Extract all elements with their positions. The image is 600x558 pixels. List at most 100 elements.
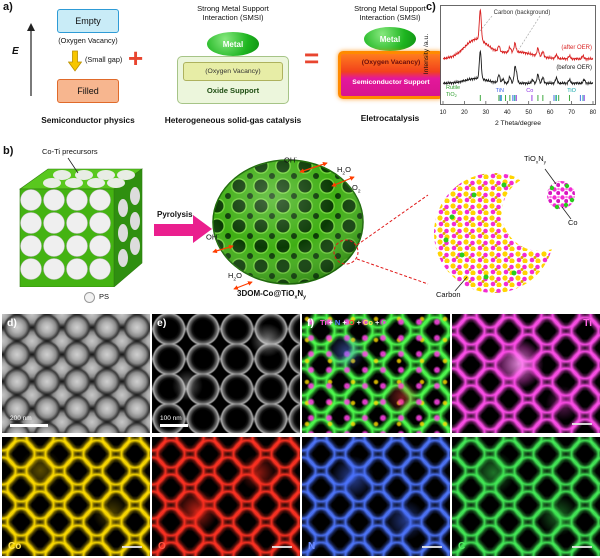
ps-legend-sphere-icon xyxy=(84,292,95,303)
pyrolysis-label: Pyrolysis xyxy=(157,210,193,219)
svg-text:80: 80 xyxy=(590,110,596,116)
ti-map-scalebar xyxy=(572,423,592,425)
svg-text:20: 20 xyxy=(461,110,468,116)
panel-label-a: a) xyxy=(3,1,13,13)
empty-band-box: Empty xyxy=(57,9,119,33)
n-map-scalebar xyxy=(422,546,442,548)
filled-band-label: Filled xyxy=(77,86,99,96)
panel-label-f: f) xyxy=(307,317,314,329)
svg-text:(after OER): (after OER) xyxy=(561,45,592,51)
oxide-support-label: Oxide Support xyxy=(206,86,260,95)
legend-token-o: O xyxy=(348,318,355,327)
ps-spheres-side xyxy=(118,187,140,267)
smsi-title-line2: Interaction (SMSI) xyxy=(202,13,264,23)
o-map-scalebar xyxy=(272,546,292,548)
svg-text:50: 50 xyxy=(525,110,532,116)
svg-text:10: 10 xyxy=(440,110,447,116)
small-gap-arrow-icon xyxy=(68,50,82,72)
smsi-title-line1: Strong Metal Support xyxy=(197,4,269,13)
semiconductor-support-label: Semiconductor Support xyxy=(352,79,430,86)
ps-spheres-top xyxy=(43,170,135,188)
oh-label-left: OH- xyxy=(206,232,219,242)
ps-legend-label: PS xyxy=(99,292,110,301)
empty-band-label: Empty xyxy=(75,16,101,26)
legend-token-plus: + xyxy=(342,318,347,327)
svg-text:Rutile: Rutile xyxy=(446,85,460,91)
scalebar-200nm: 200 nm xyxy=(10,415,48,427)
scalebar-100nm-text: 100 nm xyxy=(160,415,182,422)
svg-text:(before OER): (before OER) xyxy=(556,65,592,71)
co-map-scalebar xyxy=(122,546,142,548)
svg-text:TiN: TiN xyxy=(496,88,504,94)
co-map: Co xyxy=(2,437,150,556)
panel-label-e: e) xyxy=(157,317,167,329)
oxide-support-box: (Oxygen Vacancy) Oxide Support xyxy=(177,56,289,104)
svg-text:TiO2: TiO2 xyxy=(446,92,458,98)
co-dots-on-particle xyxy=(549,183,575,210)
n-map: N xyxy=(302,437,450,556)
oxygen-vacancy-box-mid: (Oxygen Vacancy) xyxy=(183,62,283,81)
panel-label-d: d) xyxy=(7,317,17,329)
svg-text:70: 70 xyxy=(568,110,575,116)
c-map-label: C xyxy=(458,541,466,552)
smsi-title-mid: Strong Metal Support Interaction (SMSI) xyxy=(166,4,300,23)
energy-axis-label: E xyxy=(12,46,19,57)
smsi-title-right: Strong Metal Support Interaction (SMSI) xyxy=(330,4,450,23)
h2o-label-top: H2O xyxy=(337,165,351,177)
metal-label: Metal xyxy=(379,34,401,44)
tioxny-nanoparticle xyxy=(547,181,575,209)
pyrolysis-arrow-icon xyxy=(154,215,212,243)
caption-heterogeneous-catalysis: Heterogeneous solid-gas catalysis xyxy=(164,115,302,125)
scalebar-200nm-text: 200 nm xyxy=(10,415,32,422)
co-dots xyxy=(443,182,517,280)
energy-axis-arrow-icon xyxy=(27,23,35,96)
tem-image-e: e) 100 nm xyxy=(152,314,300,433)
svg-text:TiO: TiO xyxy=(567,88,576,94)
composite-map-legend: Ti + N + O + Co + C xyxy=(320,318,389,327)
caption-semiconductor-physics: Semiconductor physics xyxy=(41,115,135,125)
precursor-cube-illustration xyxy=(19,168,143,287)
svg-text:Co: Co xyxy=(526,88,533,94)
svg-text:40: 40 xyxy=(504,110,511,116)
scalebar-100nm: 100 nm xyxy=(160,415,188,427)
scalebar-200nm-bar xyxy=(10,424,48,427)
n-map-label: N xyxy=(308,541,316,552)
oh-label-top: OH- xyxy=(284,155,297,165)
sem-image-d: d) 200 nm xyxy=(2,314,150,433)
c-map: C xyxy=(452,437,600,556)
oxygen-vacancy-label: (Oxygen Vacancy) xyxy=(58,36,118,45)
o-map: O xyxy=(152,437,300,556)
ps-spheres-front xyxy=(20,189,111,280)
legend-token-plus: + xyxy=(374,318,380,327)
caption-electrocatalysis: Eletrocatalysis xyxy=(360,113,420,123)
oxygen-vacancy-label-mid: (Oxygen Vacancy) xyxy=(205,68,261,75)
panel-label-b: b) xyxy=(3,145,14,157)
panel-label-c: c) xyxy=(426,1,436,13)
scalebar-100nm-bar xyxy=(160,424,188,427)
co-map-label: Co xyxy=(8,541,22,552)
legend-token-co: Co xyxy=(362,318,373,327)
svg-text:60: 60 xyxy=(547,110,554,116)
plus-sign: + xyxy=(128,43,144,73)
precursor-label: Co-Ti precursors xyxy=(42,147,98,156)
c-map-scalebar xyxy=(572,546,592,548)
svg-text:30: 30 xyxy=(483,110,490,116)
metal-particle-mid: Metal xyxy=(207,32,259,56)
svg-text:Carbon (background): Carbon (background) xyxy=(494,10,551,16)
equals-sign: = xyxy=(304,43,320,73)
product-name-label: 3DOM-Co@TiOxNy xyxy=(237,289,306,301)
smsi-title-line1: Strong Metal Support xyxy=(354,4,426,13)
carbon-label: Carbon xyxy=(436,290,461,299)
composite-element-map: f) Ti + N + O + Co + C xyxy=(302,314,450,433)
ti-map-label: Ti xyxy=(583,318,592,329)
legend-token-c: C xyxy=(381,318,387,327)
legend-token-n: N xyxy=(334,318,341,327)
filled-band-box: Filled xyxy=(57,79,119,103)
legend-token-plus: + xyxy=(328,318,333,327)
o-map-label: O xyxy=(158,541,166,552)
co-label: Co xyxy=(568,218,578,227)
tioxny-label: TiOxNy xyxy=(524,154,547,166)
small-gap-label: (Small gap) xyxy=(85,55,123,64)
